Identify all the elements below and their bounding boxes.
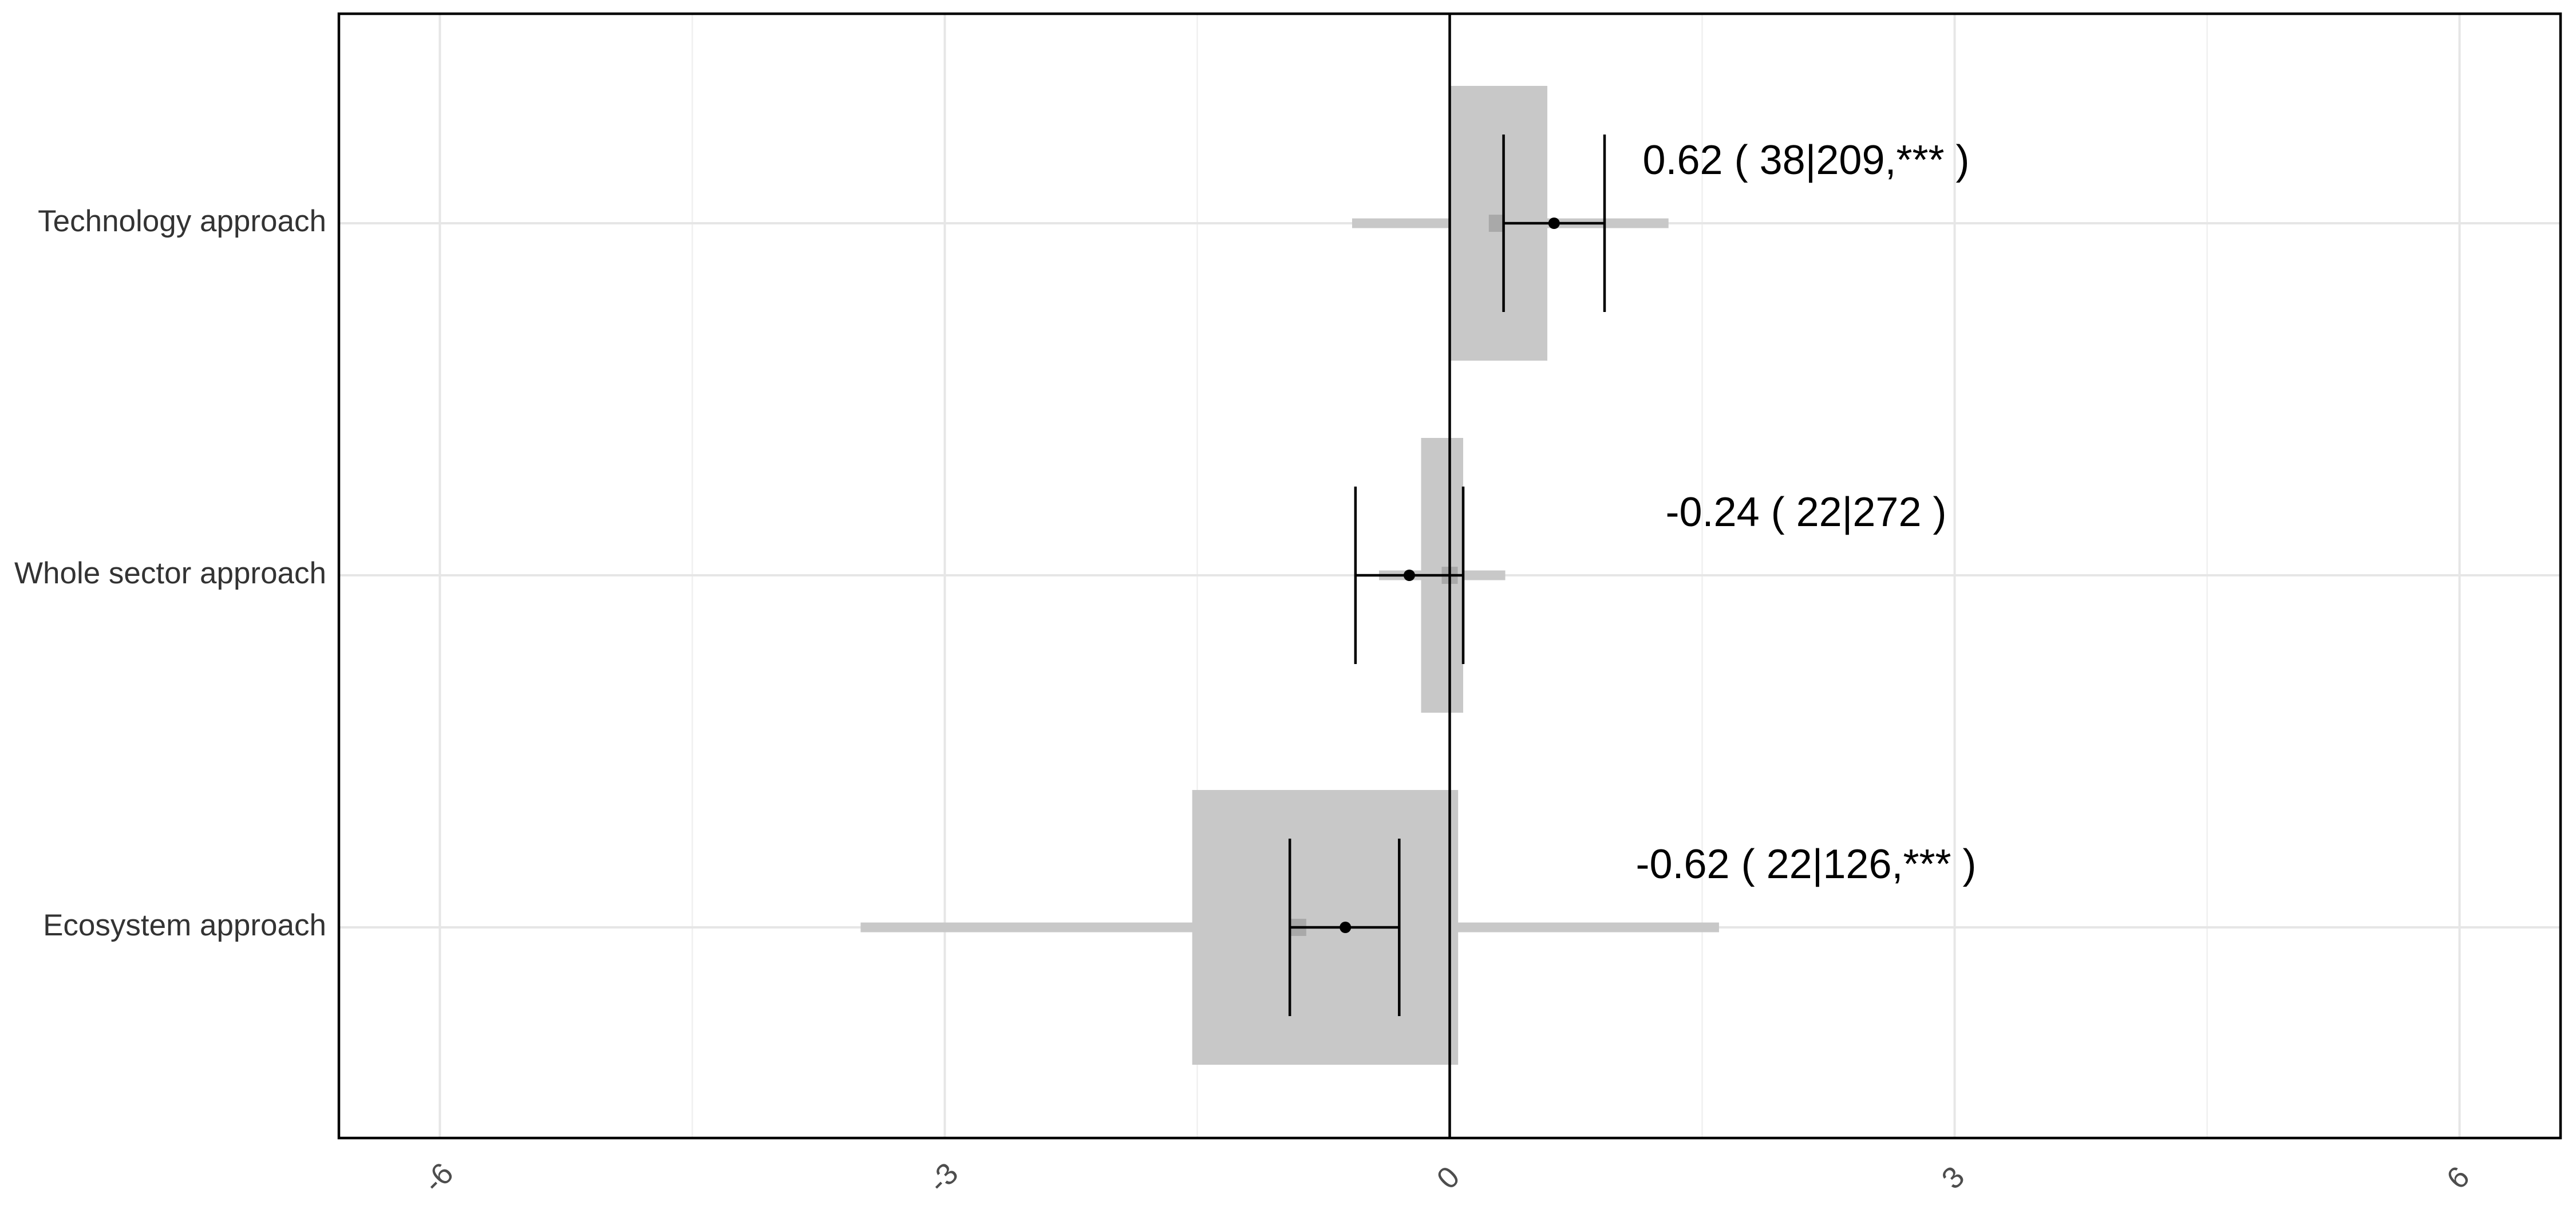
median-marker bbox=[1488, 215, 1505, 232]
estimate-label: 0.62 ( 38|209,*** ) bbox=[1642, 137, 1969, 183]
x-tick-label: 6 bbox=[2440, 1160, 2476, 1196]
y-tick-label: Whole sector approach bbox=[14, 556, 326, 590]
panel-border bbox=[337, 12, 2562, 1140]
y-tick-label: Technology approach bbox=[38, 204, 326, 238]
x-tick-label: -6 bbox=[417, 1156, 460, 1199]
estimate-label: -0.62 ( 22|126,*** ) bbox=[1635, 841, 1976, 887]
labels-layer: 0.62 ( 38|209,*** ) -0.24 ( 22|272 ) -0.62… bbox=[14, 137, 2476, 1199]
y-tick-label: Ecosystem approach bbox=[43, 908, 326, 942]
estimate-point bbox=[1340, 922, 1352, 933]
estimate-point bbox=[1548, 218, 1560, 229]
axes-layer bbox=[337, 12, 2562, 1140]
marks-layer bbox=[860, 86, 1719, 1065]
estimate-point bbox=[1403, 570, 1415, 581]
x-tick-label: 0 bbox=[1431, 1160, 1467, 1196]
x-tick-label: 3 bbox=[1935, 1160, 1971, 1196]
estimate-label: -0.24 ( 22|272 ) bbox=[1666, 489, 1947, 535]
x-tick-label: -3 bbox=[922, 1156, 965, 1199]
